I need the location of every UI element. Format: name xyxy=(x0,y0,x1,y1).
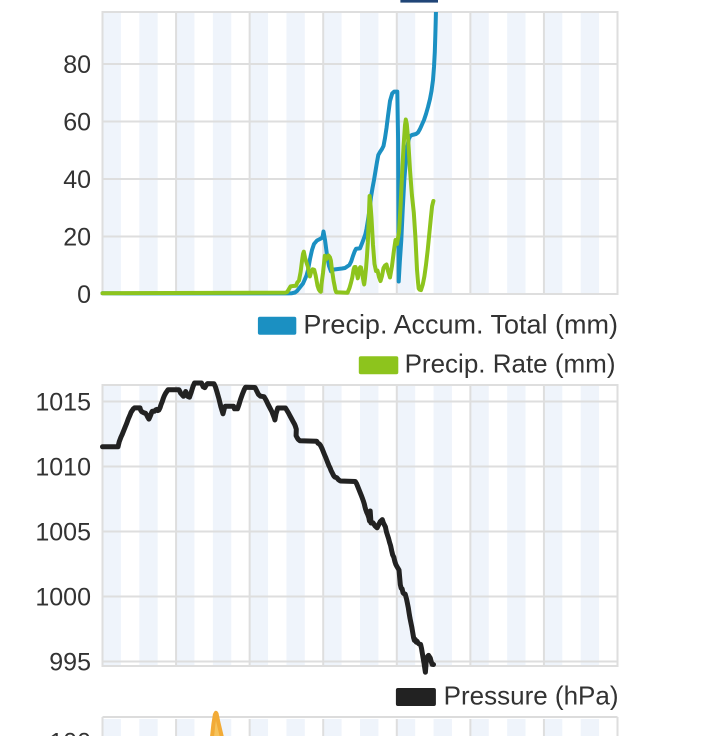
svg-text:0: 0 xyxy=(77,281,91,309)
svg-text:1005: 1005 xyxy=(35,519,91,547)
svg-text:80: 80 xyxy=(63,51,91,79)
svg-text:1000: 1000 xyxy=(35,584,91,612)
svg-text:20: 20 xyxy=(63,224,91,252)
svg-text:Precip. Accum. Total (mm): Precip. Accum. Total (mm) xyxy=(303,309,618,339)
svg-text:1015: 1015 xyxy=(35,389,91,417)
svg-text:60: 60 xyxy=(63,109,91,137)
svg-text:40: 40 xyxy=(63,166,91,194)
svg-text:Pressure (hPa): Pressure (hPa) xyxy=(444,681,619,711)
svg-text:Precip. Rate (mm): Precip. Rate (mm) xyxy=(405,349,616,379)
svg-text:995: 995 xyxy=(49,649,91,677)
svg-text:1010: 1010 xyxy=(35,454,91,482)
svg-text:100: 100 xyxy=(49,729,91,737)
